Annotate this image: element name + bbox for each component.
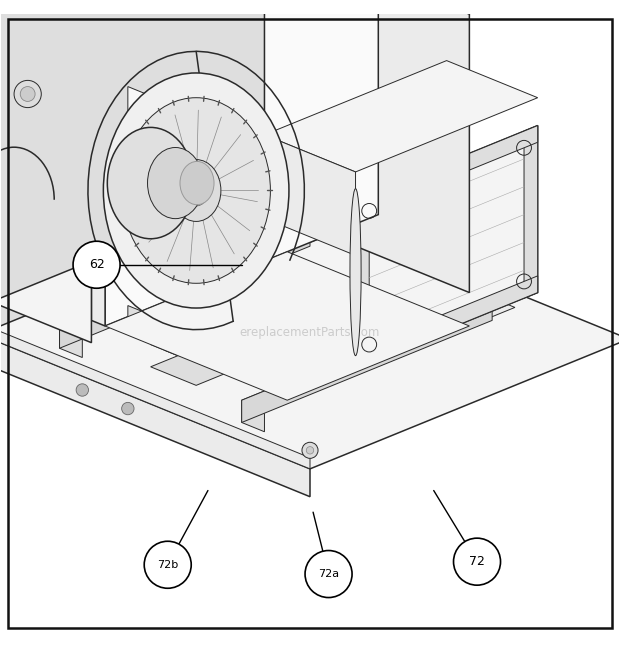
Text: ereplacementParts.com: ereplacementParts.com (240, 326, 380, 339)
Polygon shape (287, 0, 469, 292)
Circle shape (144, 542, 191, 588)
Circle shape (306, 446, 314, 454)
Ellipse shape (184, 175, 208, 206)
Polygon shape (105, 252, 469, 400)
Ellipse shape (350, 189, 361, 356)
Ellipse shape (122, 98, 270, 283)
Polygon shape (355, 126, 538, 367)
Circle shape (73, 241, 120, 289)
Polygon shape (265, 135, 355, 256)
Polygon shape (105, 0, 378, 326)
Polygon shape (242, 298, 515, 410)
Polygon shape (91, 0, 105, 326)
Circle shape (14, 80, 42, 107)
Polygon shape (0, 190, 620, 469)
Circle shape (20, 87, 35, 102)
Polygon shape (151, 348, 242, 386)
Text: 72: 72 (469, 555, 485, 568)
Polygon shape (355, 194, 369, 367)
Text: 72b: 72b (157, 560, 179, 570)
Text: 72a: 72a (318, 569, 339, 579)
Polygon shape (151, 326, 242, 363)
Polygon shape (355, 276, 538, 367)
Polygon shape (0, 190, 265, 348)
Polygon shape (151, 183, 265, 230)
Circle shape (453, 538, 500, 585)
Polygon shape (164, 205, 182, 358)
Ellipse shape (148, 148, 203, 219)
Polygon shape (60, 326, 82, 358)
Polygon shape (355, 126, 538, 217)
Polygon shape (128, 305, 219, 354)
Polygon shape (60, 224, 310, 348)
Circle shape (305, 551, 352, 598)
Circle shape (76, 384, 89, 396)
Polygon shape (105, 0, 469, 89)
Circle shape (122, 402, 134, 415)
Polygon shape (174, 287, 265, 335)
Polygon shape (60, 224, 333, 335)
Polygon shape (105, 14, 287, 367)
Ellipse shape (171, 160, 221, 221)
Ellipse shape (107, 127, 194, 239)
Polygon shape (0, 0, 91, 343)
Polygon shape (242, 298, 492, 422)
Polygon shape (0, 309, 310, 469)
Ellipse shape (104, 73, 289, 308)
Polygon shape (128, 87, 201, 283)
Polygon shape (524, 126, 538, 298)
Polygon shape (105, 0, 287, 292)
Circle shape (302, 443, 318, 458)
Polygon shape (0, 320, 310, 497)
Polygon shape (0, 0, 265, 302)
Ellipse shape (180, 161, 214, 204)
Text: 62: 62 (89, 258, 104, 271)
Polygon shape (265, 61, 538, 172)
Polygon shape (242, 400, 265, 432)
